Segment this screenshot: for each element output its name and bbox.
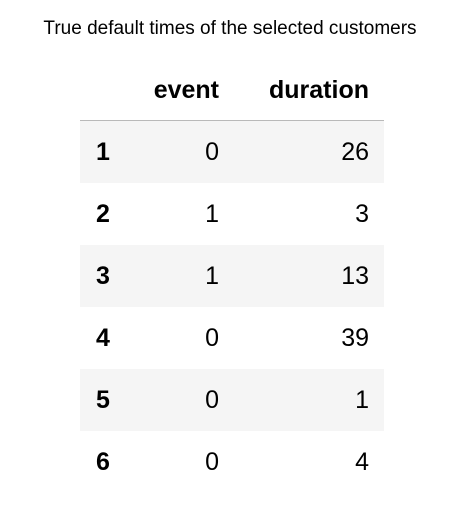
event-cell: 0 (205, 138, 219, 166)
duration-cell: 1 (355, 386, 369, 414)
duration-cell: 3 (355, 200, 369, 228)
duration-cell: 26 (341, 138, 369, 166)
table-row: 2 1 3 (80, 183, 384, 245)
column-header-event: event (153, 76, 219, 104)
event-cell: 0 (205, 448, 219, 476)
event-cell: 1 (205, 200, 219, 228)
row-index: 1 (96, 138, 110, 166)
column-header-duration: duration (269, 76, 369, 104)
table-row: 4 0 39 (80, 307, 384, 369)
table-row: 3 1 13 (80, 245, 384, 307)
row-index: 2 (96, 200, 110, 228)
row-index: 4 (96, 324, 110, 352)
table-header-row: event duration (80, 62, 384, 121)
row-index: 5 (96, 386, 110, 414)
table-caption: True default times of the selected custo… (43, 18, 417, 39)
row-index: 6 (96, 448, 110, 476)
duration-cell: 4 (355, 448, 369, 476)
table-row: 6 0 4 (80, 431, 384, 493)
row-index: 3 (96, 262, 110, 290)
table-row: 5 0 1 (80, 369, 384, 431)
event-cell: 1 (205, 262, 219, 290)
duration-cell: 39 (341, 324, 369, 352)
event-cell: 0 (205, 324, 219, 352)
event-cell: 0 (205, 386, 219, 414)
duration-cell: 13 (341, 262, 369, 290)
table-row: 1 0 26 (80, 121, 384, 183)
dataframe-table: event duration 1 0 26 2 1 3 3 1 13 4 0 3… (80, 62, 384, 493)
